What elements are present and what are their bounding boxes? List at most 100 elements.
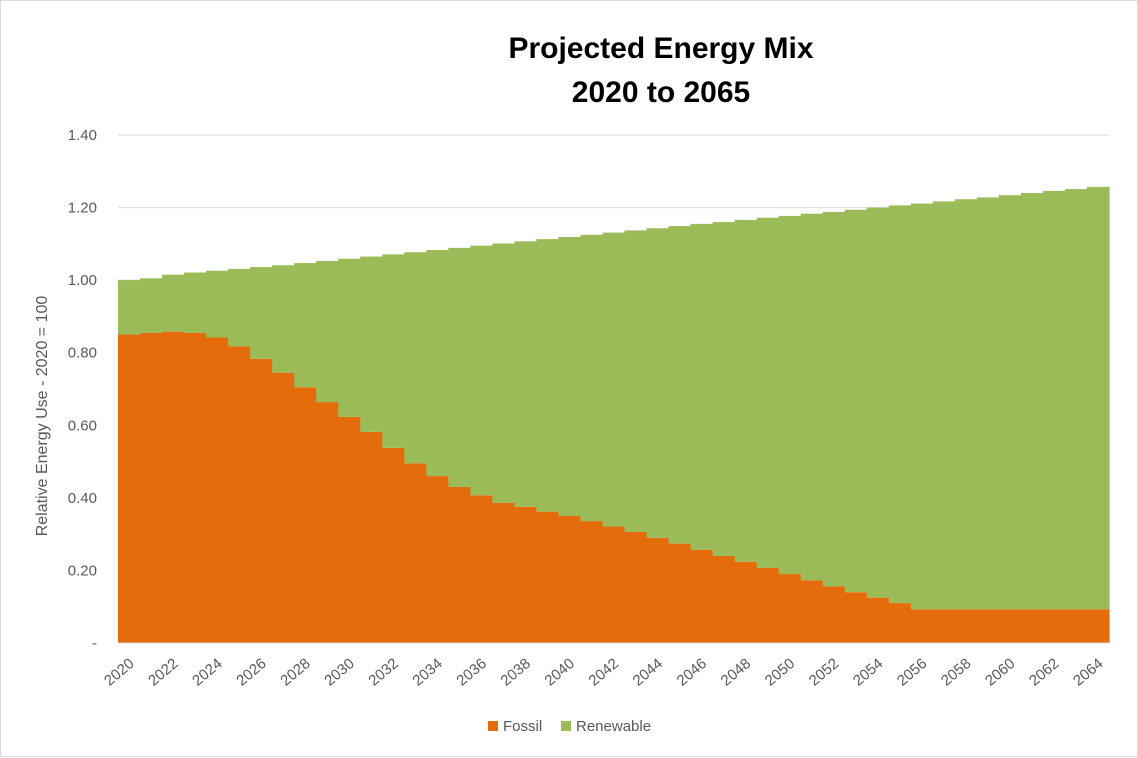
area-segment-fossil <box>426 476 449 643</box>
x-tick-label: 2052 <box>806 655 842 689</box>
x-tick-label: 2024 <box>189 655 225 689</box>
x-tick-label: 2044 <box>630 655 666 689</box>
area-segment-fossil <box>1086 609 1110 643</box>
x-tick-label: 2036 <box>453 655 489 689</box>
area-segment-renewable <box>998 195 1022 610</box>
legend-swatch-fossil <box>488 721 498 731</box>
area-segment-fossil <box>778 574 802 643</box>
area-segment-fossil <box>1020 609 1044 643</box>
area-segment-fossil <box>162 331 185 643</box>
y-axis-title: Relative Energy Use - 2020 = 100 <box>34 296 51 537</box>
area-segment-renewable <box>624 230 648 532</box>
x-tick-label: 2034 <box>409 655 445 689</box>
area-segment-renewable <box>448 247 471 487</box>
series-fossil <box>118 331 1110 643</box>
chart-title-line-1: Projected Energy Mix <box>508 32 813 65</box>
area-segment-renewable <box>580 234 604 522</box>
area-segment-fossil <box>1042 609 1066 643</box>
x-axis-ticks: 2020 2022 2024 2026 2028 2030 2032 2034 2036 2038… <box>101 655 1106 689</box>
area-segment-renewable <box>558 236 582 516</box>
x-tick-label: 2038 <box>497 655 533 689</box>
legend-swatch-renewable <box>561 721 571 731</box>
area-segment-renewable <box>888 205 912 604</box>
area-segment-renewable <box>910 203 934 610</box>
area-segment-fossil <box>624 531 648 643</box>
area-segment-fossil <box>976 609 1000 643</box>
area-segment-renewable <box>228 268 251 347</box>
x-tick-label: 2064 <box>1070 655 1106 689</box>
x-tick-label: 2022 <box>145 655 181 689</box>
x-tick-label: 2056 <box>894 655 930 689</box>
area-segment-fossil <box>866 597 890 643</box>
area-segment-renewable <box>140 278 163 333</box>
area-segment-renewable <box>162 274 185 332</box>
area-segment-fossil <box>800 580 824 643</box>
legend-label-fossil: Fossil <box>503 718 542 735</box>
area-segment-renewable <box>822 211 846 587</box>
area-segment-renewable <box>360 256 383 432</box>
y-tick-label: - <box>92 635 97 652</box>
area-segment-renewable <box>338 258 361 417</box>
area-segment-renewable <box>250 267 273 359</box>
area-segment-fossil <box>910 609 934 643</box>
area-segment-renewable <box>602 232 626 527</box>
area-segment-renewable <box>954 199 978 610</box>
area-segment-renewable <box>668 226 692 544</box>
x-tick-label: 2058 <box>938 655 974 689</box>
area-segment-renewable <box>294 263 317 388</box>
x-tick-label: 2028 <box>277 655 313 689</box>
legend-label-renewable: Renewable <box>576 718 651 735</box>
x-tick-label: 2060 <box>982 655 1018 689</box>
area-segment-renewable <box>844 209 868 593</box>
area-segment-fossil <box>206 337 229 643</box>
area-segment-renewable <box>514 241 538 507</box>
area-segment-fossil <box>470 495 493 643</box>
area-segment-fossil <box>448 486 471 643</box>
area-segment-fossil <box>822 586 846 643</box>
x-tick-label: 2054 <box>850 655 886 689</box>
area-segment-fossil <box>712 555 736 643</box>
y-tick-label: 1.00 <box>68 272 97 289</box>
chart-title-line-2: 2020 to 2065 <box>572 76 750 109</box>
y-tick-label: 0.40 <box>68 490 97 507</box>
area-segment-fossil <box>734 561 758 643</box>
area-segment-fossil <box>932 609 956 643</box>
area-segment-fossil <box>756 567 780 643</box>
area-segment-fossil <box>646 537 670 643</box>
area-segment-fossil <box>536 511 560 643</box>
area-segment-fossil <box>558 516 582 643</box>
plot-area <box>118 186 1110 644</box>
x-tick-label: 2050 <box>762 655 798 689</box>
area-segment-fossil <box>250 358 273 643</box>
area-segment-renewable <box>272 265 295 373</box>
area-segment-fossil <box>382 447 405 643</box>
area-segment-renewable <box>404 252 427 464</box>
area-segment-fossil <box>580 521 604 643</box>
area-segment-fossil <box>338 416 361 643</box>
x-tick-label: 2046 <box>674 655 710 689</box>
area-segment-renewable <box>184 272 207 333</box>
area-segment-fossil <box>404 463 427 643</box>
area-segment-fossil <box>492 502 515 643</box>
area-segment-renewable <box>536 239 560 512</box>
legend: Fossil Renewable <box>488 718 651 735</box>
area-segment-renewable <box>1042 190 1066 610</box>
area-segment-renewable <box>932 201 956 610</box>
area-segment-renewable <box>118 280 141 335</box>
area-segment-renewable <box>756 217 780 568</box>
x-tick-label: 2026 <box>233 655 269 689</box>
x-tick-label: 2030 <box>321 655 357 689</box>
area-segment-renewable <box>426 250 449 477</box>
area-segment-renewable <box>316 260 339 403</box>
area-segment-renewable <box>778 215 802 575</box>
x-tick-label: 2062 <box>1026 655 1062 689</box>
area-segment-fossil <box>118 334 141 643</box>
y-tick-label: 0.80 <box>68 345 97 362</box>
area-segment-fossil <box>514 506 538 643</box>
area-segment-fossil <box>844 592 868 643</box>
area-segment-renewable <box>690 223 714 550</box>
area-segment-fossil <box>184 332 207 643</box>
y-tick-label: 1.40 <box>68 127 97 144</box>
area-segment-renewable <box>646 228 670 538</box>
